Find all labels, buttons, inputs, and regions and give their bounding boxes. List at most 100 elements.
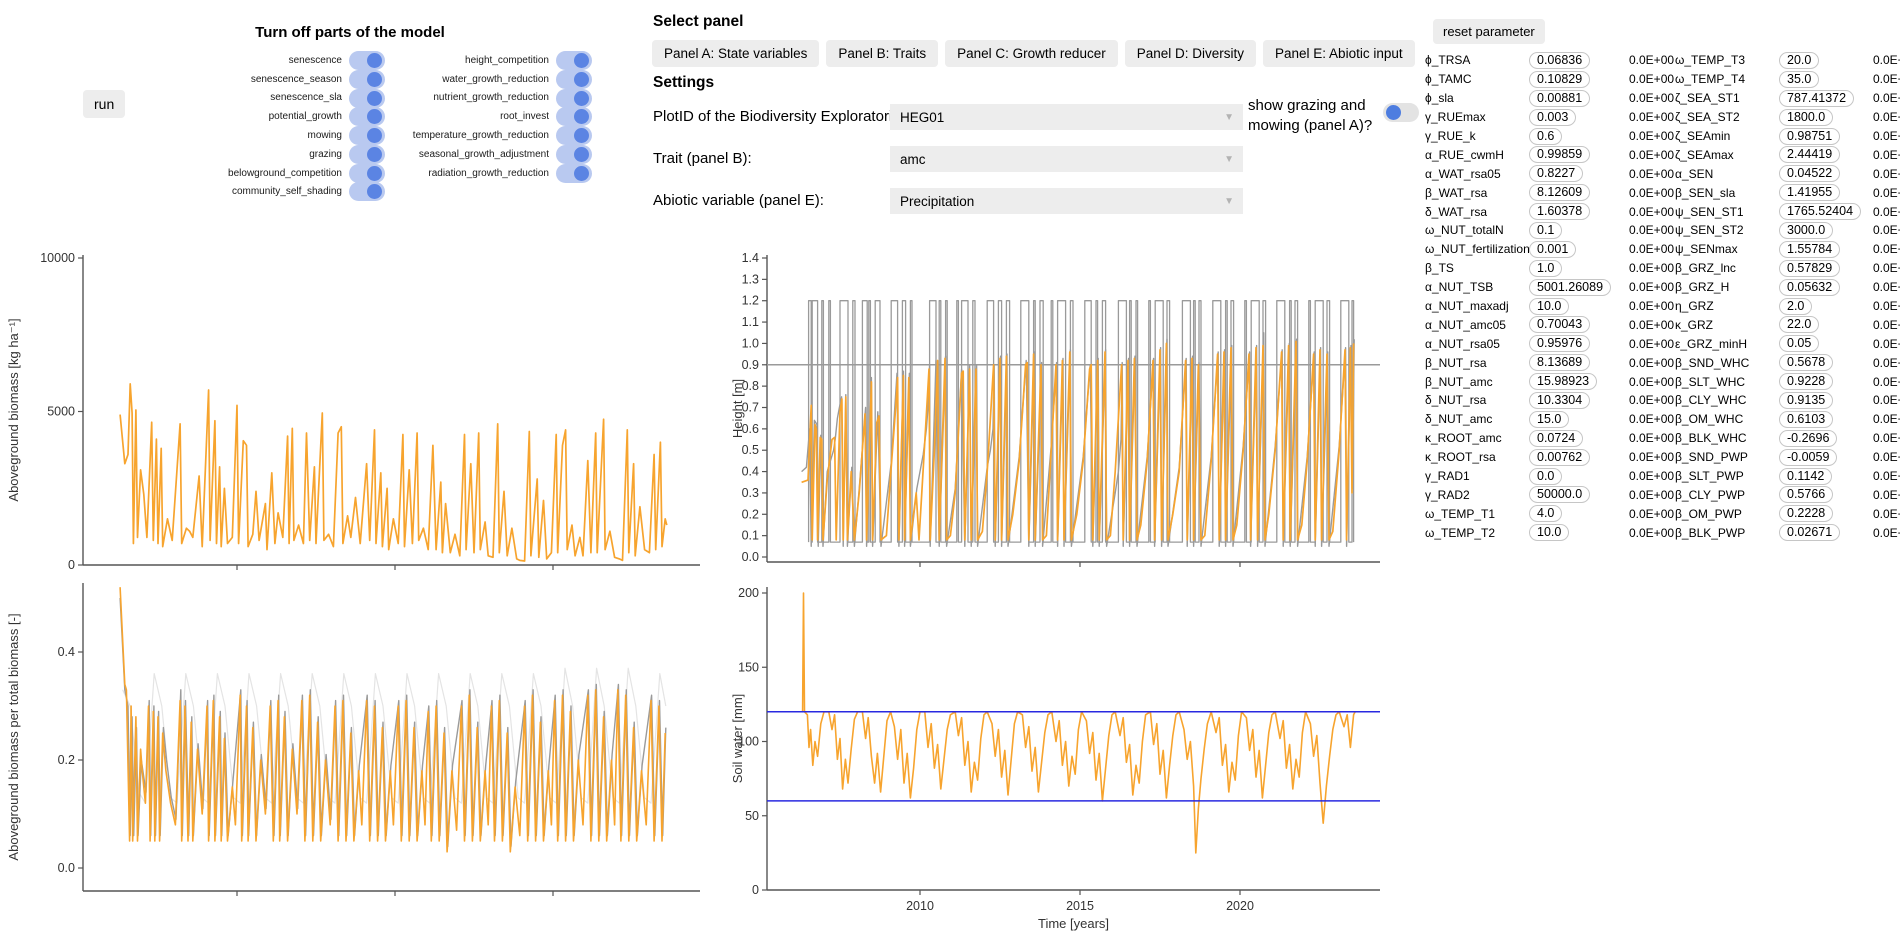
toggle-mowing[interactable] bbox=[349, 126, 385, 146]
toggle-seasonal_growth_adjustment[interactable] bbox=[556, 144, 592, 164]
param-input-κ_ROOT_amc[interactable]: 0.0724 bbox=[1529, 429, 1584, 447]
toggle-senescence_season[interactable] bbox=[349, 69, 385, 89]
param-input-β_SND_PWP[interactable]: -0.0059 bbox=[1779, 448, 1838, 466]
grazing-mowing-toggle[interactable] bbox=[1383, 103, 1419, 122]
param-input-β_SND_WHC[interactable]: 0.5678 bbox=[1779, 354, 1834, 372]
param-input-β_BLK_WHC[interactable]: -0.2696 bbox=[1779, 429, 1838, 447]
param-input-ψ_SEN_ST1[interactable]: 1765.52404 bbox=[1779, 203, 1862, 221]
param-step-value: 0.0E+00 bbox=[1873, 525, 1900, 540]
param-input-β_SLT_PWP[interactable]: 0.1142 bbox=[1779, 467, 1833, 485]
param-input-β_TS[interactable]: 1.0 bbox=[1529, 259, 1563, 277]
toggle-root_invest[interactable] bbox=[556, 107, 592, 127]
param-input-ϕ_TRSA[interactable]: 0.06836 bbox=[1529, 51, 1591, 69]
param-input-β_OM_PWP[interactable]: 0.2228 bbox=[1779, 505, 1834, 523]
param-input-β_CLY_PWP[interactable]: 0.5766 bbox=[1779, 486, 1834, 504]
param-input-β_SLT_WHC[interactable]: 0.9228 bbox=[1779, 373, 1834, 391]
param-input-γ_RUE_k[interactable]: 0.6 bbox=[1529, 127, 1563, 145]
param-input-α_SEN[interactable]: 0.04522 bbox=[1779, 165, 1841, 183]
panel-button-panel-c[interactable]: Panel C: Growth reducer bbox=[945, 40, 1118, 67]
param-step-value: 0.0E+00 bbox=[1873, 91, 1900, 106]
panel-button-panel-a[interactable]: Panel A: State variables bbox=[652, 40, 820, 67]
toggle-grazing[interactable] bbox=[349, 144, 385, 164]
settings-heading: Settings bbox=[653, 74, 715, 91]
param-input-α_NUT_amc05[interactable]: 0.70043 bbox=[1529, 316, 1591, 334]
param-input-η_GRZ[interactable]: 2.0 bbox=[1779, 297, 1813, 315]
param-input-κ_ROOT_rsa[interactable]: 0.00762 bbox=[1529, 448, 1591, 466]
toggle-senescence_sla[interactable] bbox=[349, 88, 385, 108]
param-input-β_BLK_PWP[interactable]: 0.02671 bbox=[1779, 524, 1841, 542]
dropdown-abiotic-variable[interactable]: Precipitation ▼ bbox=[890, 188, 1243, 214]
toggle-temperature_growth_reduction[interactable] bbox=[556, 126, 592, 146]
svg-text:150: 150 bbox=[738, 660, 759, 674]
model-switch-row: radiation_growth_reduction bbox=[310, 163, 592, 183]
param-input-β_NUT_rsa[interactable]: 8.13689 bbox=[1529, 354, 1591, 372]
param-input-δ_NUT_rsa[interactable]: 10.3304 bbox=[1529, 391, 1591, 409]
param-input-α_RUE_cwmH[interactable]: 0.99859 bbox=[1529, 146, 1591, 164]
param-input-α_NUT_TSB[interactable]: 5001.26089 bbox=[1529, 278, 1612, 296]
dropdown-plot-id[interactable]: HEG01 ▼ bbox=[890, 104, 1243, 130]
run-button[interactable]: run bbox=[83, 90, 126, 118]
param-name: ω_TEMP_T2 bbox=[1425, 525, 1496, 540]
param-input-ψ_SENmax[interactable]: 1.55784 bbox=[1779, 240, 1841, 258]
param-input-δ_WAT_rsa[interactable]: 1.60378 bbox=[1529, 203, 1591, 221]
param-input-ε_GRZ_minH[interactable]: 0.05 bbox=[1779, 335, 1820, 353]
param-name: ζ_SEA_ST1 bbox=[1675, 91, 1740, 106]
toggle-community_self_shading[interactable] bbox=[349, 182, 385, 202]
param-input-α_NUT_rsa05[interactable]: 0.95976 bbox=[1529, 335, 1591, 353]
param-input-β_GRZ_lnc[interactable]: 0.57829 bbox=[1779, 259, 1841, 277]
param-name: β_GRZ_H bbox=[1675, 280, 1730, 295]
param-input-κ_GRZ[interactable]: 22.0 bbox=[1779, 316, 1820, 334]
reset-parameter-button[interactable]: reset parameter bbox=[1433, 19, 1545, 44]
param-input-β_OM_WHC[interactable]: 0.6103 bbox=[1779, 410, 1834, 428]
model-switch-row: nutrient_growth_reduction bbox=[310, 88, 592, 108]
toggle-nutrient_growth_reduction[interactable] bbox=[556, 88, 592, 108]
param-input-γ_RUEmax[interactable]: 0.003 bbox=[1529, 108, 1577, 126]
param-input-α_WAT_rsa05[interactable]: 0.8227 bbox=[1529, 165, 1584, 183]
param-step-value: 0.0E+00 bbox=[1873, 53, 1900, 68]
param-name: ω_TEMP_T4 bbox=[1675, 72, 1746, 87]
param-input-γ_RAD2[interactable]: 50000.0 bbox=[1529, 486, 1591, 504]
dropdown-trait[interactable]: amc ▼ bbox=[890, 146, 1243, 172]
param-input-ω_NUT_fertilization[interactable]: 0.001 bbox=[1529, 240, 1577, 258]
svg-text:2010: 2010 bbox=[906, 899, 934, 913]
panel-button-panel-b[interactable]: Panel B: Traits bbox=[826, 40, 939, 67]
toggle-potential_growth[interactable] bbox=[349, 107, 385, 127]
toggle-knob-icon bbox=[574, 128, 589, 144]
param-input-ω_TEMP_T4[interactable]: 35.0 bbox=[1779, 70, 1820, 88]
param-step-value: 0.0E+00 bbox=[1873, 393, 1900, 408]
param-input-β_CLY_WHC[interactable]: 0.9135 bbox=[1779, 391, 1834, 409]
param-input-δ_NUT_amc[interactable]: 15.0 bbox=[1529, 410, 1570, 428]
param-input-β_WAT_rsa[interactable]: 8.12609 bbox=[1529, 184, 1591, 202]
param-input-ω_TEMP_T2[interactable]: 10.0 bbox=[1529, 524, 1570, 542]
param-input-ϕ_sla[interactable]: 0.00881 bbox=[1529, 89, 1591, 107]
param-input-ζ_SEAmin[interactable]: 0.98751 bbox=[1779, 127, 1841, 145]
param-step-value: 0.0E+00 bbox=[1629, 223, 1675, 238]
toggle-senescence[interactable] bbox=[349, 50, 385, 70]
param-name: α_WAT_rsa05 bbox=[1425, 166, 1501, 181]
param-input-ω_NUT_totalN[interactable]: 0.1 bbox=[1529, 221, 1563, 239]
toggle-height_competition[interactable] bbox=[556, 50, 592, 70]
toggle-belowground_competition[interactable] bbox=[349, 163, 385, 183]
toggle-radiation_growth_reduction[interactable] bbox=[556, 163, 592, 183]
param-input-ϕ_TAMC[interactable]: 0.10829 bbox=[1529, 70, 1591, 88]
param-input-β_GRZ_H[interactable]: 0.05632 bbox=[1779, 278, 1841, 296]
panel-button-panel-e[interactable]: Panel E: Abiotic input bbox=[1263, 40, 1415, 67]
panel-button-panel-d[interactable]: Panel D: Diversity bbox=[1124, 40, 1257, 67]
param-step-value: 0.0E+00 bbox=[1629, 487, 1675, 502]
param-name: β_TS bbox=[1425, 261, 1454, 276]
svg-text:1.1: 1.1 bbox=[742, 315, 759, 329]
toggle-water_growth_reduction[interactable] bbox=[556, 69, 592, 89]
param-step-value: 0.0E+00 bbox=[1873, 129, 1900, 143]
param-input-ω_TEMP_T1[interactable]: 4.0 bbox=[1529, 505, 1563, 523]
param-name: α_NUT_rsa05 bbox=[1425, 336, 1500, 351]
param-input-β_SEN_sla[interactable]: 1.41955 bbox=[1779, 184, 1841, 202]
param-input-γ_RAD1[interactable]: 0.0 bbox=[1529, 467, 1563, 485]
param-input-α_NUT_maxadj[interactable]: 10.0 bbox=[1529, 297, 1570, 315]
param-input-ψ_SEN_ST2[interactable]: 3000.0 bbox=[1779, 221, 1834, 239]
param-input-ζ_SEA_ST2[interactable]: 1800.0 bbox=[1779, 108, 1834, 126]
param-input-ω_TEMP_T3[interactable]: 20.0 bbox=[1779, 51, 1820, 69]
param-input-ζ_SEA_ST1[interactable]: 787.41372 bbox=[1779, 89, 1855, 107]
param-step-value: 0.0E+00 bbox=[1873, 110, 1900, 125]
param-input-ζ_SEAmax[interactable]: 2.44419 bbox=[1779, 146, 1841, 164]
param-input-β_NUT_amc[interactable]: 15.98923 bbox=[1529, 373, 1598, 391]
